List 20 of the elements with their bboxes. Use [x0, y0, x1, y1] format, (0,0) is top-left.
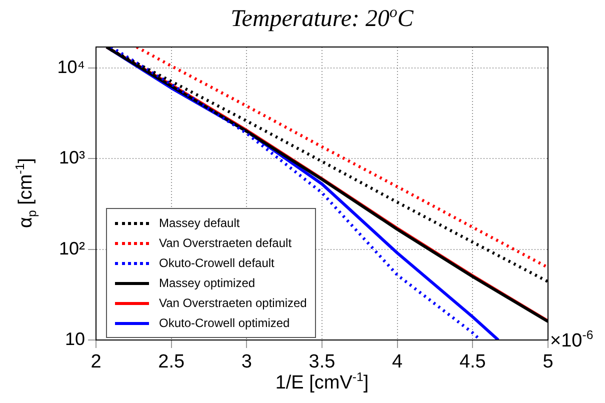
- y-tick-label: 10: [64, 328, 85, 349]
- x-axis-title: 1/E [cmV$^{-1}$]: [275, 370, 369, 394]
- x-tick-label: 5: [542, 352, 554, 373]
- text: ×10$^{-6}$: [550, 328, 594, 352]
- y-tick-label: 10²: [58, 238, 86, 258]
- y-tick-label: 10³: [58, 148, 86, 168]
- x-tick-label: 4: [392, 352, 404, 373]
- legend-label: Okuto-Crowell default: [159, 256, 274, 270]
- chart-title: Temperature: 20$^{o}$C: [230, 4, 414, 33]
- y-tick-label: 10⁴: [57, 56, 85, 77]
- legend-label: Massey optimized: [159, 276, 256, 290]
- x-tick-label: 2.5: [158, 352, 185, 373]
- legend-label: Okuto-Crowell optimized: [159, 316, 290, 330]
- x-tick-label: 4.5: [459, 352, 486, 373]
- legend-label: Massey default: [159, 216, 240, 230]
- legend-label: Van Overstraeten optimized: [159, 296, 307, 310]
- x-tick-label: 3: [241, 352, 252, 373]
- legend-label: Van Overstraeten default: [159, 236, 292, 250]
- x-tick-label: 3.5: [308, 352, 336, 373]
- x-tick-label: 2: [90, 352, 102, 373]
